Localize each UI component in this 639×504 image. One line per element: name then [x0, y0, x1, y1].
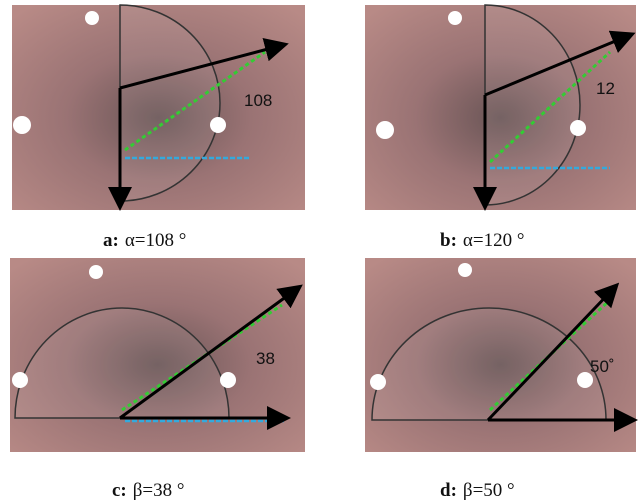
- marker: [210, 117, 226, 133]
- marker: [376, 121, 394, 139]
- gaze-line: [488, 298, 612, 412]
- panel-d: 50˚ d: β=50 °: [365, 258, 638, 501]
- photo: [12, 5, 305, 210]
- protractor: [14, 307, 230, 419]
- caption-text: α=108 °: [125, 230, 187, 251]
- protractor: [119, 4, 221, 202]
- arrow: [119, 284, 303, 420]
- caption-letter: a:: [103, 230, 119, 251]
- arrow: [484, 30, 636, 97]
- marker: [448, 11, 462, 25]
- marker: [370, 374, 386, 390]
- panel-a: 108 a: α=108 °: [12, 4, 305, 251]
- marker: [570, 120, 586, 136]
- angle-label: 12: [596, 79, 615, 98]
- gaze-line: [124, 50, 266, 152]
- marker: [220, 372, 236, 388]
- protractor: [484, 4, 581, 206]
- caption: d: β=50 °: [440, 480, 515, 501]
- gaze-line: [488, 50, 612, 164]
- caption: a: α=108 °: [103, 230, 186, 251]
- photo: [10, 258, 305, 452]
- panel-c: 38 c: β=38 °: [10, 258, 305, 501]
- gaze-line: [121, 303, 283, 412]
- caption-letter: c:: [112, 480, 127, 501]
- arrow: [119, 37, 289, 90]
- marker: [89, 265, 103, 279]
- caption-text: α=120 °: [463, 230, 525, 251]
- caption-text: β=50 °: [463, 480, 515, 501]
- marker: [85, 11, 99, 25]
- protractor: [371, 307, 607, 421]
- photo: [365, 5, 636, 210]
- arrow: [486, 282, 620, 422]
- caption-letter: d:: [440, 480, 457, 501]
- angle-label: 108: [244, 91, 272, 110]
- panel-b: 12 b: α=120 °: [365, 4, 636, 251]
- angle-label: 50˚: [590, 357, 615, 376]
- angle-label: 38: [256, 349, 275, 368]
- caption-letter: b:: [440, 230, 457, 251]
- marker: [458, 263, 472, 277]
- marker: [13, 116, 31, 134]
- marker: [577, 372, 593, 388]
- caption: c: β=38 °: [112, 480, 185, 501]
- marker: [12, 372, 28, 388]
- caption-text: β=38 °: [133, 480, 185, 501]
- caption: b: α=120 °: [440, 230, 524, 251]
